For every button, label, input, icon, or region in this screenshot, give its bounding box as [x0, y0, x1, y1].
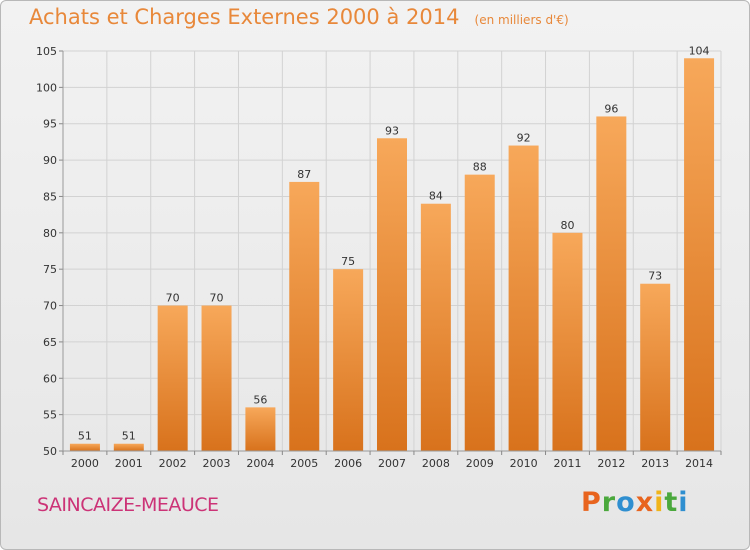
- y-tick-label: 90: [43, 154, 57, 167]
- value-label: 87: [297, 168, 311, 181]
- x-tick-label: 2012: [597, 457, 625, 470]
- axis-layer: 50 55 60 65 70 75 80 85 90 95 100 105: [36, 45, 722, 458]
- x-tick-label: 2002: [159, 457, 187, 470]
- bar: [640, 283, 671, 451]
- x-tick-label: 2001: [115, 457, 143, 470]
- bar: [464, 174, 495, 452]
- value-label: 75: [341, 255, 355, 268]
- bar: [508, 145, 539, 451]
- value-label: 56: [253, 393, 267, 406]
- x-tick-label: 2008: [422, 457, 450, 470]
- value-label: 93: [385, 124, 399, 137]
- bar: [684, 58, 715, 451]
- y-tick-label: 65: [43, 336, 57, 349]
- x-tick-label: 2007: [378, 457, 406, 470]
- chart-title: Achats et Charges Externes 2000 à 2014: [29, 5, 460, 29]
- y-tick-label: 50: [43, 445, 57, 458]
- value-label: 104: [689, 44, 710, 57]
- bar: [113, 443, 144, 451]
- logo-letter: o: [616, 487, 636, 518]
- value-label: 88: [473, 161, 487, 174]
- label-layer: 51 2000 51 2001 70 2002 70 2003 56 2004 87 2005 75 20…: [71, 44, 713, 470]
- y-tick-label: 60: [43, 372, 57, 385]
- value-label: 70: [210, 292, 224, 305]
- x-tick-label: 2014: [685, 457, 713, 470]
- logo-letter: i: [654, 487, 665, 518]
- chart-subtitle: (en milliers d'€): [474, 13, 569, 27]
- x-tick-label: 2004: [246, 457, 274, 470]
- bar: [157, 305, 188, 451]
- title-row: Achats et Charges Externes 2000 à 2014 (…: [29, 5, 569, 29]
- bar: [245, 407, 276, 451]
- value-label: 96: [604, 102, 618, 115]
- proxiti-logo: Proxiti: [581, 487, 689, 518]
- y-tick-label: 70: [43, 300, 57, 313]
- logo-letter: r: [601, 487, 617, 518]
- bar: [420, 203, 451, 451]
- x-tick-label: 2010: [510, 457, 538, 470]
- x-tick-label: 2006: [334, 457, 362, 470]
- bar: [289, 181, 320, 451]
- x-tick-label: 2009: [466, 457, 494, 470]
- y-tick-label: 95: [43, 118, 57, 131]
- value-label: 84: [429, 190, 443, 203]
- logo-letter: i: [678, 487, 689, 518]
- value-label: 70: [166, 292, 180, 305]
- y-tick-label: 55: [43, 409, 57, 422]
- y-tick-label: 80: [43, 227, 57, 240]
- value-label: 92: [517, 132, 531, 145]
- logo-letter: x: [635, 487, 655, 518]
- y-tick-label: 105: [36, 45, 57, 58]
- bar: [377, 138, 407, 452]
- x-tick-label: 2000: [71, 457, 99, 470]
- logo-letter: P: [581, 487, 602, 518]
- value-label: 80: [560, 219, 574, 232]
- bar-layer: [69, 58, 715, 452]
- value-label: 51: [122, 430, 136, 443]
- y-tick-label: 100: [36, 81, 57, 94]
- bar: [69, 443, 100, 451]
- x-tick-label: 2003: [203, 457, 231, 470]
- x-tick-label: 2005: [290, 457, 318, 470]
- commune-name: SAINCAIZE-MEAUCE: [37, 494, 219, 516]
- y-tick-label: 75: [43, 263, 57, 276]
- x-tick-label: 2011: [553, 457, 581, 470]
- bar: [596, 116, 627, 452]
- logo-letter: t: [664, 487, 679, 518]
- bar: [201, 305, 232, 451]
- x-tick-label: 2013: [641, 457, 669, 470]
- value-label: 73: [648, 270, 662, 283]
- bar: [333, 269, 364, 451]
- bar: [552, 232, 583, 451]
- value-label: 51: [78, 430, 92, 443]
- y-tick-label: 85: [43, 190, 57, 203]
